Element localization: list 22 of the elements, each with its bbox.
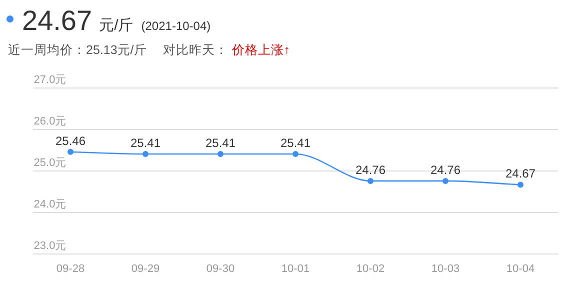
x-tick-label: 09-29	[131, 263, 160, 275]
y-tick-label: 26.0元	[34, 116, 66, 128]
y-tick-label: 23.0元	[34, 240, 66, 252]
data-label: 24.76	[355, 162, 386, 177]
data-label: 25.46	[55, 134, 86, 148]
x-tick-label: 10-04	[506, 263, 535, 275]
chart-subtitle: 元/斤	[99, 17, 134, 34]
data-label: 25.41	[280, 136, 311, 150]
data-label: 25.41	[205, 136, 236, 150]
header: 24.67 元/斤 (2021-10-04) 近一周均价：25.13元/斤 对比昨天： 价格上涨↑	[6, 5, 290, 57]
data-label: 24.67	[505, 166, 536, 181]
y-tick-label: 27.0元	[34, 74, 66, 86]
x-tick-label: 10-01	[281, 263, 310, 275]
x-tick-label: 09-30	[206, 263, 235, 275]
chart-title: 24.67	[22, 5, 92, 36]
x-tick-label: 10-03	[431, 263, 460, 275]
y-tick-label: 25.0元	[34, 157, 66, 169]
x-tick-label: 09-28	[56, 263, 85, 275]
data-label: 25.41	[130, 136, 161, 150]
x-tick-label: 10-02	[356, 263, 385, 275]
y-tick-label: 24.0元	[34, 198, 66, 210]
data-label: 24.76	[430, 162, 461, 177]
